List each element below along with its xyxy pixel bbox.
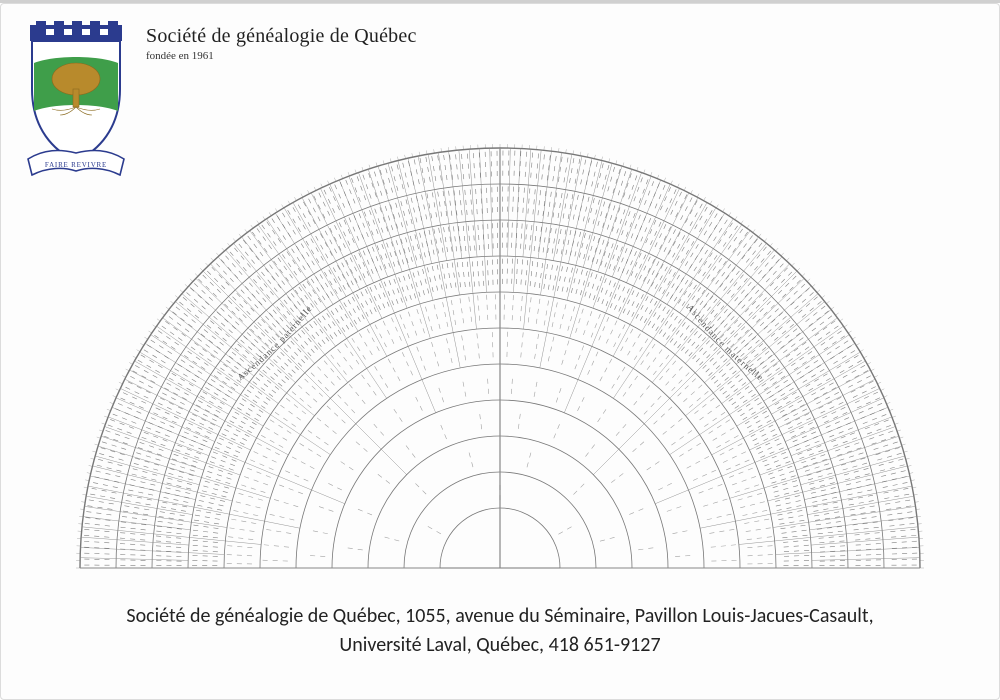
footer-line-2: Université Laval, Québec, 418 651-9127 — [0, 631, 1000, 660]
org-subtitle: fondée en 1961 — [146, 50, 417, 62]
header-titles: Société de généalogie de Québec fondée e… — [146, 25, 417, 62]
org-title: Société de généalogie de Québec — [146, 25, 417, 48]
page: FAIRE REVIVRE Société de généalogie de Q… — [0, 0, 1000, 700]
fan-chart-svg: Ascendance paternelleAscendance maternel… — [60, 138, 940, 578]
fan-chart: Ascendance paternelleAscendance maternel… — [60, 138, 940, 578]
footer-line-1: Société de généalogie de Québec, 1055, a… — [0, 602, 1000, 631]
footer: Société de généalogie de Québec, 1055, a… — [0, 602, 1000, 660]
